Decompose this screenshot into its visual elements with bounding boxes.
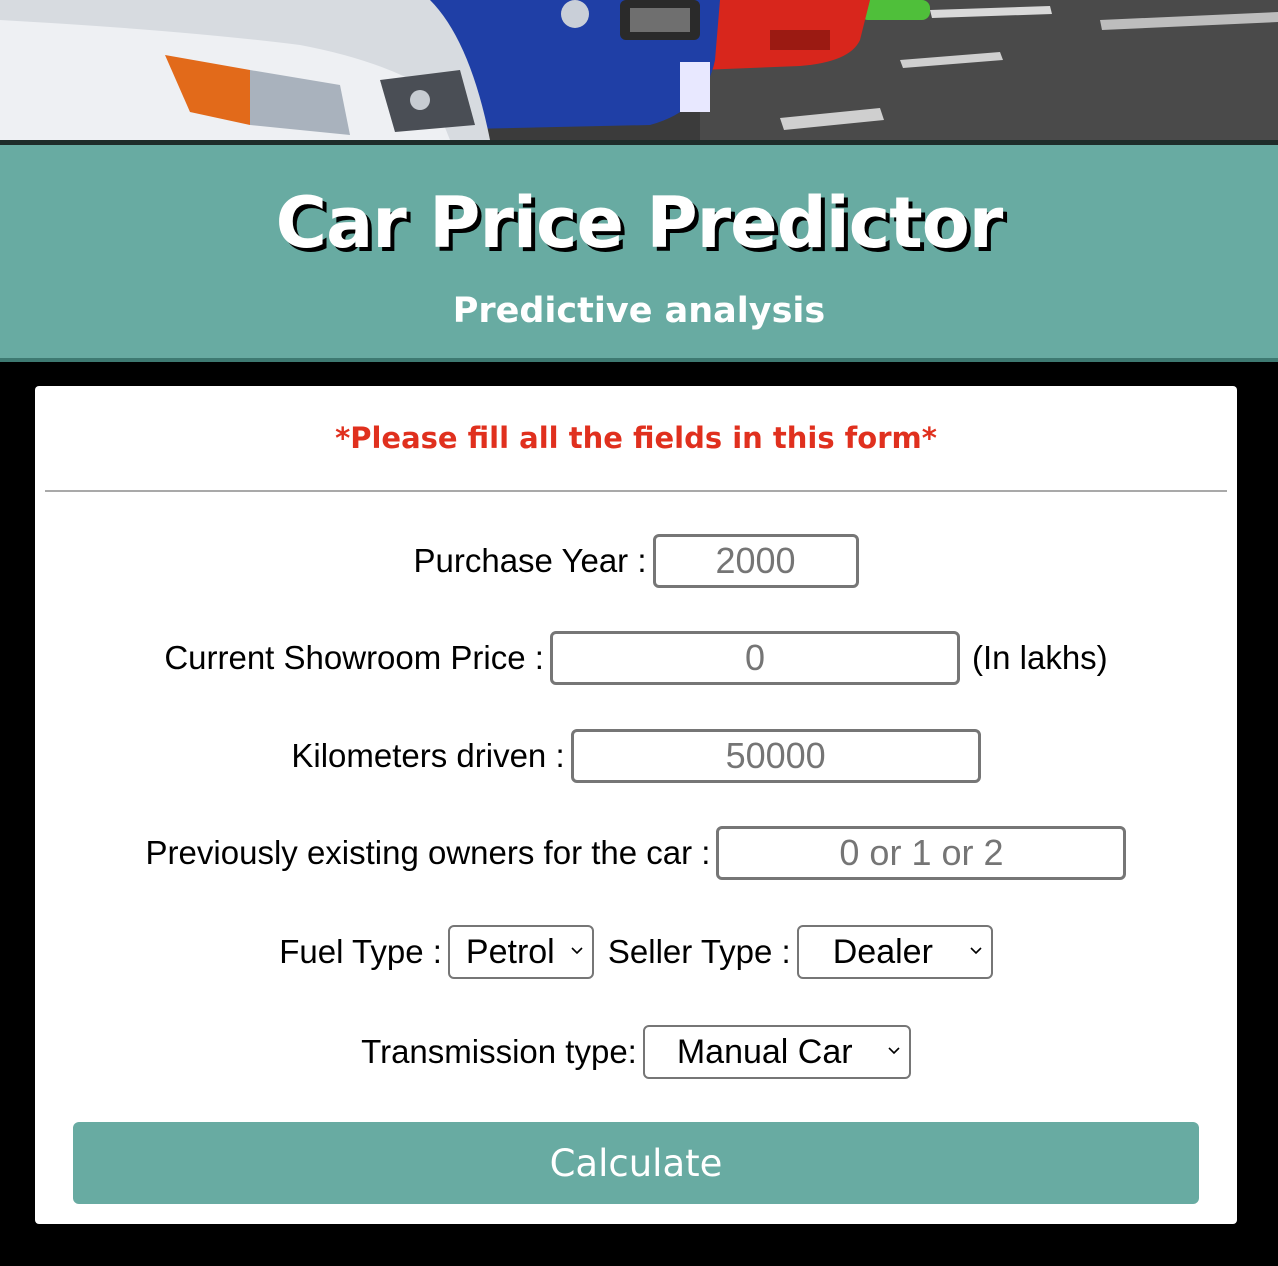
chevron-down-icon bbox=[888, 1047, 900, 1055]
chevron-down-icon bbox=[571, 947, 583, 955]
page-title: Car Price Predictor bbox=[275, 182, 1004, 264]
fuel-type-value: Petrol bbox=[465, 932, 555, 971]
app-header: Car Price Predictor Predictive analysis bbox=[0, 140, 1278, 362]
transmission-label: Transmission type: bbox=[361, 1033, 637, 1070]
purchase-year-row: Purchase Year : bbox=[35, 532, 1237, 590]
purchase-year-label: Purchase Year : bbox=[413, 542, 647, 579]
form-divider bbox=[45, 490, 1227, 492]
seller-type-value: Dealer bbox=[832, 932, 933, 971]
prediction-form: *Please fill all the fields in this form… bbox=[35, 386, 1237, 1224]
transmission-select[interactable]: Manual Car bbox=[642, 1025, 911, 1079]
fuel-type-label: Fuel Type : bbox=[279, 933, 442, 970]
owners-input[interactable] bbox=[716, 826, 1127, 880]
chevron-down-icon bbox=[970, 947, 982, 955]
showroom-price-label: Current Showroom Price : bbox=[164, 639, 544, 676]
kms-driven-row: Kilometers driven : bbox=[35, 727, 1237, 785]
required-fields-notice: *Please fill all the fields in this form… bbox=[335, 421, 937, 455]
car-banner-image bbox=[0, 0, 1278, 140]
price-unit-label: (In lakhs) bbox=[971, 639, 1108, 676]
fuel-seller-row: Fuel Type : Petrol Seller Type : Dealer bbox=[35, 923, 1237, 981]
seller-type-label: Seller Type : bbox=[607, 933, 791, 970]
transmission-row: Transmission type: Manual Car bbox=[35, 1023, 1237, 1081]
fuel-type-select[interactable]: Petrol bbox=[447, 925, 594, 979]
kms-driven-label: Kilometers driven : bbox=[291, 737, 565, 774]
seller-type-select[interactable]: Dealer bbox=[796, 925, 993, 979]
purchase-year-input[interactable] bbox=[652, 534, 859, 588]
owners-label: Previously existing owners for the car : bbox=[145, 834, 711, 871]
showroom-price-row: Current Showroom Price : (In lakhs) bbox=[35, 629, 1237, 687]
owners-row: Previously existing owners for the car : bbox=[35, 824, 1237, 882]
transmission-value: Manual Car bbox=[676, 1032, 853, 1071]
kms-driven-input[interactable] bbox=[570, 729, 981, 783]
calculate-button[interactable]: Calculate bbox=[73, 1122, 1199, 1204]
page-subtitle: Predictive analysis bbox=[452, 291, 826, 331]
showroom-price-input[interactable] bbox=[549, 631, 960, 685]
